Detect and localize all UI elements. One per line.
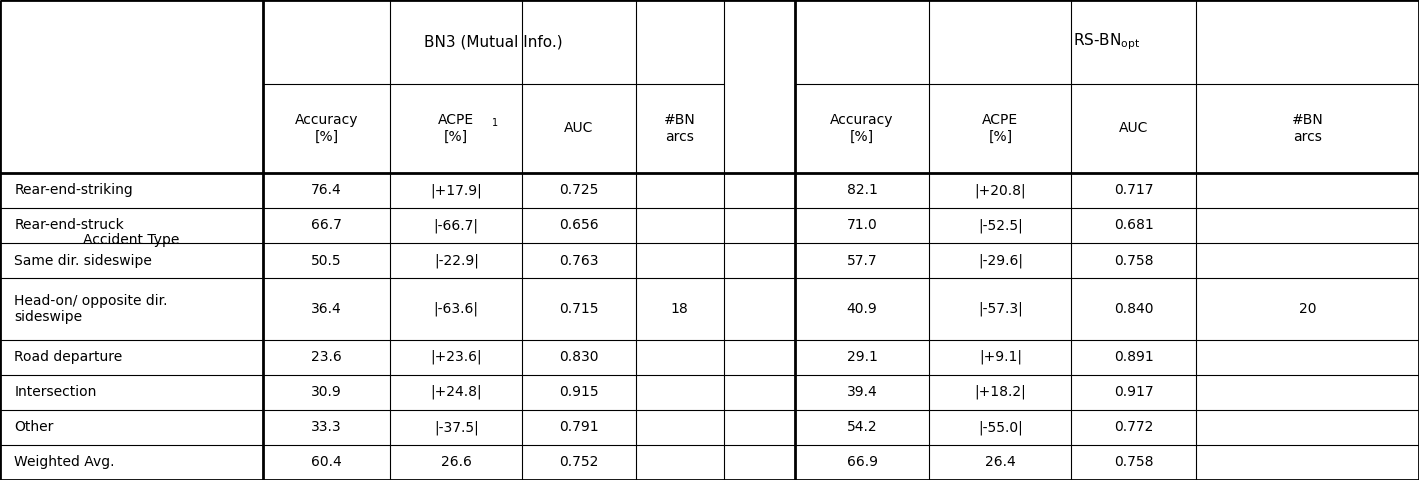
Text: 0.830: 0.830	[559, 350, 599, 364]
Text: ACPE
[%]: ACPE [%]	[982, 113, 1019, 144]
Text: 50.5: 50.5	[311, 253, 342, 267]
Text: 0.681: 0.681	[1114, 218, 1154, 232]
Text: |+23.6|: |+23.6|	[430, 350, 482, 364]
Text: 66.9: 66.9	[847, 456, 877, 469]
Text: 29.1: 29.1	[847, 350, 877, 364]
Text: Head-on/ opposite dir.
sideswipe: Head-on/ opposite dir. sideswipe	[14, 294, 167, 324]
Text: |-55.0|: |-55.0|	[978, 420, 1023, 434]
Text: 0.656: 0.656	[559, 218, 599, 232]
Text: |-63.6|: |-63.6|	[434, 301, 478, 316]
Text: Rear-end-striking: Rear-end-striking	[14, 183, 133, 197]
Text: Accuracy
[%]: Accuracy [%]	[295, 113, 358, 144]
Text: 18: 18	[671, 302, 688, 316]
Text: 0.915: 0.915	[559, 385, 599, 399]
Text: |-22.9|: |-22.9|	[434, 253, 478, 268]
Text: 0.917: 0.917	[1114, 385, 1154, 399]
Text: #BN
arcs: #BN arcs	[1291, 113, 1324, 144]
Text: 0.840: 0.840	[1114, 302, 1154, 316]
Text: 39.4: 39.4	[847, 385, 877, 399]
Text: 33.3: 33.3	[311, 420, 342, 434]
Text: 26.4: 26.4	[985, 456, 1016, 469]
Text: Accident Type: Accident Type	[84, 233, 179, 247]
Text: ACPE
[%]: ACPE [%]	[438, 113, 474, 144]
Text: 40.9: 40.9	[847, 302, 877, 316]
Text: #BN
arcs: #BN arcs	[664, 113, 695, 144]
Text: |+17.9|: |+17.9|	[430, 183, 482, 198]
Text: AUC: AUC	[565, 121, 593, 135]
Text: AUC: AUC	[1120, 121, 1148, 135]
Text: 0.891: 0.891	[1114, 350, 1154, 364]
Text: Same dir. sideswipe: Same dir. sideswipe	[14, 253, 152, 267]
Text: BN3 (Mutual Info.): BN3 (Mutual Info.)	[424, 35, 562, 49]
Text: |-57.3|: |-57.3|	[978, 301, 1023, 316]
Text: 82.1: 82.1	[847, 183, 877, 197]
Text: |+24.8|: |+24.8|	[430, 385, 482, 399]
Text: 20: 20	[1298, 302, 1317, 316]
Text: RS-BN$_{\mathregular{opt}}$: RS-BN$_{\mathregular{opt}}$	[1073, 32, 1141, 52]
Text: |-37.5|: |-37.5|	[434, 420, 478, 434]
Text: 0.725: 0.725	[559, 183, 599, 197]
Text: Rear-end-struck: Rear-end-struck	[14, 218, 123, 232]
Text: |+9.1|: |+9.1|	[979, 350, 1022, 364]
Text: 60.4: 60.4	[311, 456, 342, 469]
Text: 0.763: 0.763	[559, 253, 599, 267]
Text: 54.2: 54.2	[847, 420, 877, 434]
Text: 1: 1	[491, 118, 498, 128]
Text: Other: Other	[14, 420, 54, 434]
Text: 36.4: 36.4	[311, 302, 342, 316]
Text: 0.772: 0.772	[1114, 420, 1154, 434]
Text: 71.0: 71.0	[847, 218, 877, 232]
Text: 23.6: 23.6	[311, 350, 342, 364]
Text: 0.715: 0.715	[559, 302, 599, 316]
Text: |-29.6|: |-29.6|	[978, 253, 1023, 268]
Text: Road departure: Road departure	[14, 350, 122, 364]
Text: 30.9: 30.9	[311, 385, 342, 399]
Text: 0.752: 0.752	[559, 456, 599, 469]
Text: |+18.2|: |+18.2|	[975, 385, 1026, 399]
Text: 0.758: 0.758	[1114, 253, 1154, 267]
Text: Weighted Avg.: Weighted Avg.	[14, 456, 115, 469]
Text: 26.6: 26.6	[441, 456, 471, 469]
Text: 0.758: 0.758	[1114, 456, 1154, 469]
Text: |+20.8|: |+20.8|	[975, 183, 1026, 198]
Text: 57.7: 57.7	[847, 253, 877, 267]
Text: Intersection: Intersection	[14, 385, 96, 399]
Text: 0.791: 0.791	[559, 420, 599, 434]
Text: |-66.7|: |-66.7|	[434, 218, 478, 233]
Text: 76.4: 76.4	[311, 183, 342, 197]
Text: Accuracy
[%]: Accuracy [%]	[830, 113, 894, 144]
Text: |-52.5|: |-52.5|	[978, 218, 1023, 233]
Text: 66.7: 66.7	[311, 218, 342, 232]
Text: 0.717: 0.717	[1114, 183, 1154, 197]
